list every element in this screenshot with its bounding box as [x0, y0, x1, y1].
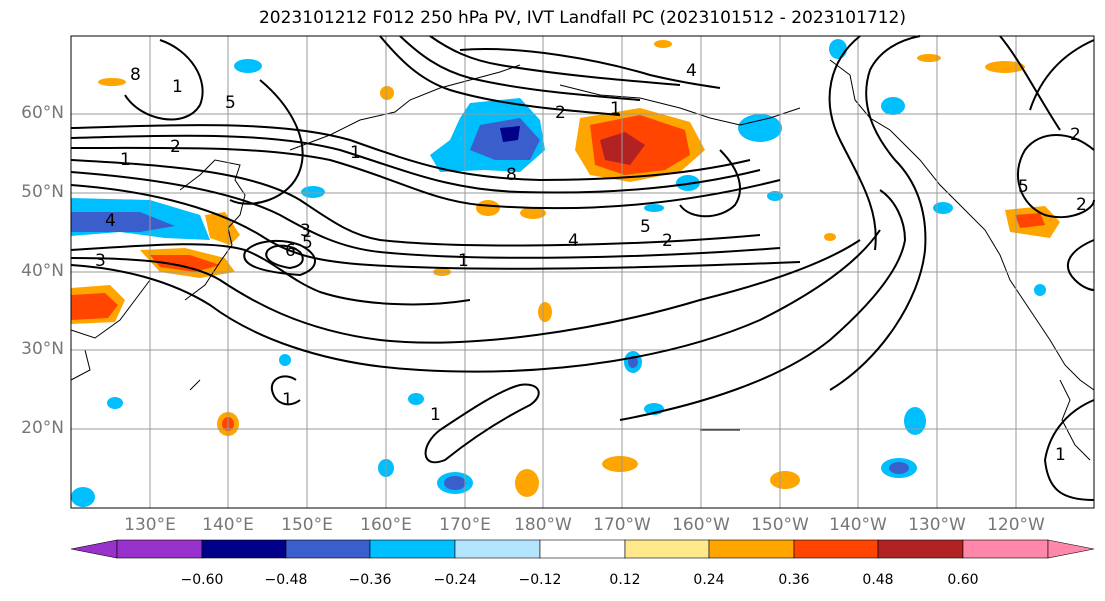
colorbar-tick-label: 0.60: [947, 572, 979, 588]
colorbar-swatch: [793, 539, 879, 559]
map-title: 2023101212 F012 250 hPa PV, IVT Landfall…: [258, 8, 906, 28]
colorbar: [70, 539, 1095, 559]
colorbar-swatch: [70, 539, 118, 559]
contour-label: 4: [105, 211, 116, 231]
contour-label: 8: [506, 165, 517, 185]
colorbar-tick-label: −0.36: [348, 572, 392, 588]
contour-label: 2: [170, 137, 181, 157]
colorbar-swatch: [454, 539, 541, 559]
contour-label: 1: [458, 251, 469, 271]
colorbar-swatch: [1047, 539, 1095, 559]
contour-label: 5: [1018, 177, 1029, 197]
pv-contours: [70, 35, 1095, 501]
contour-label: 1: [172, 77, 183, 97]
colorbar-swatch: [962, 539, 1049, 559]
latitude-label: 30°N: [21, 339, 64, 359]
contour-label: 4: [686, 61, 697, 81]
longitude-label: 130°W: [908, 515, 966, 535]
colorbar-tick-label: 0.24: [693, 572, 725, 588]
longitude-label: 160°W: [672, 515, 730, 535]
colorbar-swatch: [708, 539, 795, 559]
contour-label: 2: [1070, 125, 1081, 145]
colorbar-tick-label: −0.12: [518, 572, 562, 588]
contour-label: 5: [640, 217, 651, 237]
longitude-label: 160°E: [360, 515, 412, 535]
contour-label: 4: [568, 231, 579, 251]
colorbar-tick-label: 0.48: [862, 572, 894, 588]
longitude-label: 140°W: [829, 515, 887, 535]
contour-label: 1: [1055, 445, 1066, 465]
colorbar-swatch: [116, 539, 203, 559]
contour-label: 1: [350, 143, 361, 163]
colorbar-swatch: [539, 539, 626, 559]
latitude-label: 50°N: [21, 182, 64, 202]
latitude-label: 40°N: [21, 261, 64, 281]
longitude-label: 140°E: [202, 515, 254, 535]
contour-label: 1: [430, 405, 441, 425]
colorbar-tick-label: −0.48: [264, 572, 308, 588]
colorbar-tick-label: −0.60: [180, 572, 224, 588]
contour-label: 5: [302, 233, 313, 253]
colorbar-tick-label: 0.36: [778, 572, 810, 588]
longitude-label: 170°W: [593, 515, 651, 535]
contour-label: 2: [555, 103, 566, 123]
contour-label: 3: [95, 251, 106, 271]
contour-label: 1: [610, 99, 621, 119]
contour-label: 8: [130, 65, 141, 85]
pc-shading: [71, 39, 1060, 507]
colorbar-swatch: [369, 539, 456, 559]
contour-label-group: 8 1 5 1 2 1 4 3 6 5 3 2 1 8 4 5 2 1 4 5 …: [95, 61, 1087, 465]
contour-label: 2: [662, 231, 673, 251]
coastlines: [70, 59, 1095, 461]
colorbar-swatch: [201, 539, 287, 559]
colorbar-tick-label: −0.24: [433, 572, 477, 588]
colorbar-swatch: [624, 539, 710, 559]
longitude-label: 150°W: [751, 515, 809, 535]
contour-label: 2: [1076, 195, 1087, 215]
latitude-label: 60°N: [21, 103, 64, 123]
longitude-label: 180°W: [514, 515, 572, 535]
contour-label: 3: [300, 221, 311, 241]
map-frame: [70, 35, 1095, 509]
colorbar-swatch: [285, 539, 371, 559]
latitude-label: 20°N: [21, 418, 64, 438]
contour-label: 1: [120, 150, 131, 170]
contour-label: 6: [285, 241, 296, 261]
longitude-label: 120°W: [987, 515, 1045, 535]
colorbar-tick-label: 0.12: [609, 572, 641, 588]
colorbar-swatch: [877, 539, 964, 559]
contour-label: 1: [282, 390, 293, 410]
longitude-label: 150°E: [281, 515, 333, 535]
contour-label: 5: [225, 93, 236, 113]
longitude-label: 130°E: [124, 515, 176, 535]
longitude-label: 170°E: [439, 515, 491, 535]
